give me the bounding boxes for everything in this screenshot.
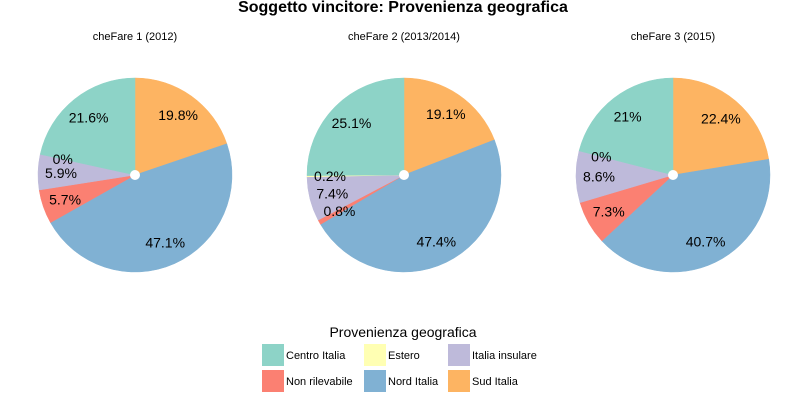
legend-swatch bbox=[364, 370, 386, 392]
legend-title: Provenienza geografica bbox=[329, 324, 476, 340]
slice-label-italia-insulare: 7.4% bbox=[316, 185, 348, 201]
slice-label-nord-italia: 47.4% bbox=[416, 234, 456, 250]
pie-title: cheFare 3 (2015) bbox=[631, 31, 715, 43]
pie-title: cheFare 1 (2012) bbox=[93, 31, 177, 43]
pie-panel-2: cheFare 2 (2013/2014) 19.1% 47.4% 0.8% 7.4%0… bbox=[306, 31, 502, 273]
slice-label-italia-insulare: 8.6% bbox=[583, 168, 615, 184]
pie-slice-nord-italia bbox=[601, 158, 771, 273]
pie-slice-sud-italia bbox=[134, 77, 228, 176]
legend-item-sud-italia: Sud Italia bbox=[448, 370, 519, 392]
slice-label-nord-italia: 40.7% bbox=[686, 234, 726, 250]
slice-label-non-rilevabile: 0.8% bbox=[323, 203, 355, 219]
pie-slice-centro-italia bbox=[39, 77, 136, 176]
legend-swatch bbox=[448, 370, 470, 392]
slice-label-sud-italia: 22.4% bbox=[701, 111, 741, 127]
pie-center-dot bbox=[130, 170, 140, 180]
slice-label-centro-italia: 21% bbox=[614, 109, 642, 125]
pie-panel-1: cheFare 1 (2012) 19.8% 47.1% 5.7% 5.9%0% 21.6… bbox=[37, 31, 233, 273]
pie-slice-sud-italia bbox=[672, 77, 769, 176]
pie-title: cheFare 2 (2013/2014) bbox=[348, 31, 460, 43]
legend-item-estero: Estero bbox=[364, 344, 420, 366]
pie-panels: cheFare 1 (2012)19.8%47.1%5.7%5.9%0%21.6… bbox=[37, 31, 771, 273]
slice-label-non-rilevabile: 7.3% bbox=[593, 204, 625, 220]
slice-label-italia-insulare: 5.9% bbox=[45, 165, 77, 181]
legend-item-non-rilevabile: Non rilevabile bbox=[262, 370, 353, 392]
legend-label: Non rilevabile bbox=[286, 376, 353, 388]
legend-item-italia-insulare: Italia insulare bbox=[448, 344, 537, 366]
legend-label: Centro Italia bbox=[286, 350, 346, 362]
slice-label-centro-italia: 25.1% bbox=[332, 115, 372, 131]
slice-label-sud-italia: 19.1% bbox=[426, 106, 466, 122]
legend-label: Estero bbox=[388, 350, 420, 362]
legend-swatch bbox=[448, 344, 470, 366]
slice-label-estero: 0% bbox=[53, 151, 73, 167]
slice-label-estero: 0.2% bbox=[314, 168, 346, 184]
legend-swatch bbox=[364, 344, 386, 366]
legend-label: Sud Italia bbox=[472, 376, 519, 388]
legend-swatch bbox=[262, 344, 284, 366]
slice-label-centro-italia: 21.6% bbox=[69, 109, 109, 125]
pie-slice-nord-italia bbox=[50, 143, 233, 273]
pie-slice-centro-italia bbox=[578, 77, 674, 176]
pie-slice-centro-italia bbox=[306, 77, 405, 176]
pie-slice-sud-italia bbox=[403, 77, 495, 176]
legend-label: Nord Italia bbox=[388, 376, 439, 388]
legend-swatch bbox=[262, 370, 284, 392]
legend: Centro Italia Estero Italia insulare Non ri… bbox=[262, 344, 537, 392]
slice-label-sud-italia: 19.8% bbox=[158, 107, 198, 123]
pie-slice-nord-italia bbox=[320, 139, 502, 273]
slice-label-non-rilevabile: 5.7% bbox=[49, 191, 81, 207]
legend-item-nord-italia: Nord Italia bbox=[364, 370, 439, 392]
pie-center-dot bbox=[668, 170, 678, 180]
pie-panel-3: cheFare 3 (2015) 22.4% 40.7% 7.3% 8.6% 0% 21% bbox=[575, 31, 771, 273]
legend-label: Italia insulare bbox=[472, 350, 537, 362]
slice-label-nord-italia: 47.1% bbox=[145, 235, 185, 251]
legend-item-centro-italia: Centro Italia bbox=[262, 344, 346, 366]
pie-center-dot bbox=[399, 170, 409, 180]
chart-title: Soggetto vincitore: Provenienza geografi… bbox=[238, 0, 568, 16]
slice-label-estero: 0% bbox=[591, 149, 611, 165]
